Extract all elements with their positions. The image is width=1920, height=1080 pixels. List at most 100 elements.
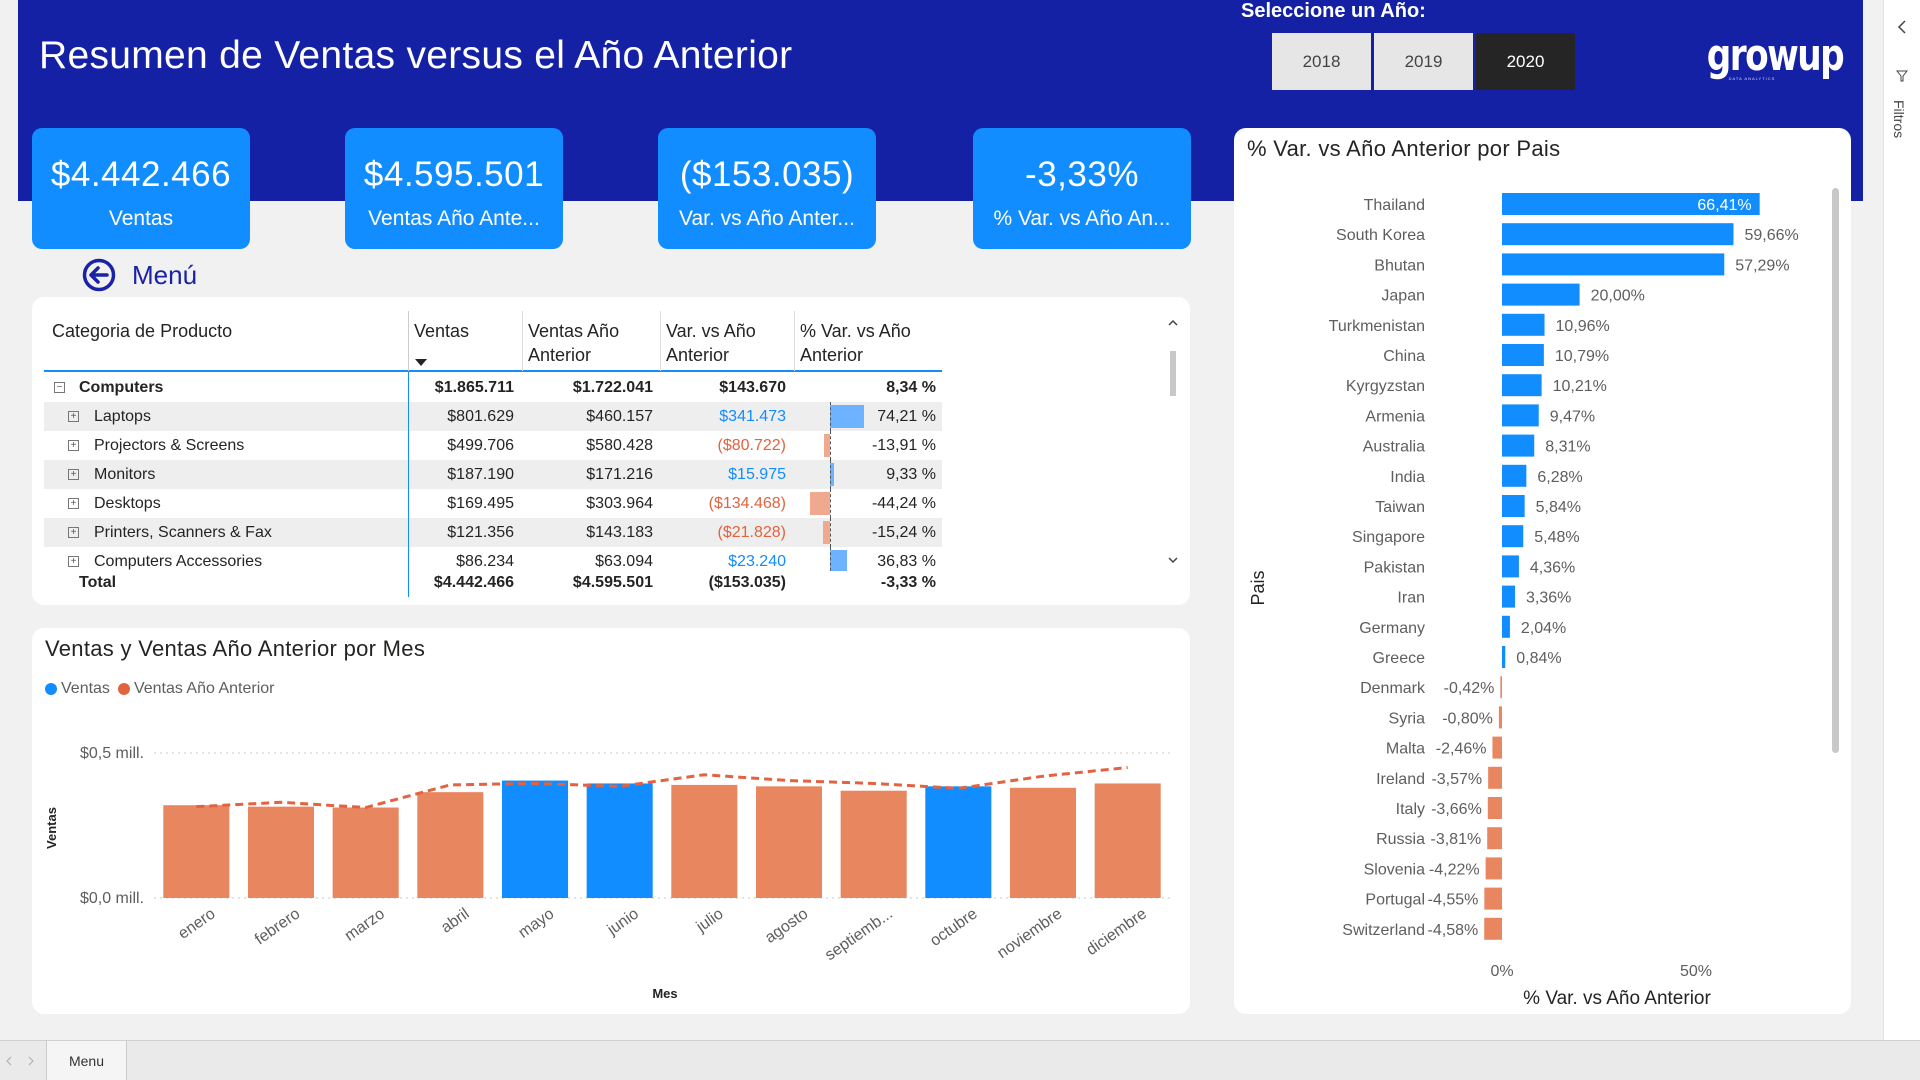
collapse-icon[interactable]: − bbox=[54, 382, 65, 393]
cell-ventas: $1.865.711 bbox=[434, 379, 514, 396]
year-button-2019[interactable]: 2019 bbox=[1374, 33, 1473, 90]
bar-value-label: 6,28% bbox=[1537, 469, 1582, 486]
country-label: Australia bbox=[1363, 439, 1425, 456]
expand-icon[interactable]: + bbox=[68, 411, 79, 422]
country-bar bbox=[1502, 646, 1506, 668]
matrix-row[interactable]: + Computers Accessories $86.234 $63.094 $23.… bbox=[44, 547, 942, 576]
kpi-value: $4.442.466 bbox=[50, 155, 232, 194]
y-tick-label: $0,5 mill. bbox=[80, 745, 144, 762]
scrollbar-graphic[interactable] bbox=[1166, 315, 1180, 571]
x-tick-label: septiemb... bbox=[822, 905, 896, 964]
country-bar bbox=[1502, 223, 1734, 246]
cell-ventas: $187.190 bbox=[447, 466, 514, 483]
country-label: Bhutan bbox=[1374, 257, 1425, 274]
x-tick-label: 0% bbox=[1490, 963, 1513, 980]
year-button-2018[interactable]: 2018 bbox=[1272, 33, 1371, 90]
country-bar bbox=[1502, 344, 1544, 366]
bar-ventas bbox=[671, 784, 738, 898]
sort-descending-icon[interactable] bbox=[415, 359, 427, 367]
cell-anterior: $303.964 bbox=[586, 495, 653, 512]
bar-ventas bbox=[163, 805, 230, 898]
cell-var: ($134.468) bbox=[708, 495, 786, 512]
pct-data-bar bbox=[809, 492, 830, 515]
menu-link-label: Menú bbox=[132, 259, 198, 290]
bar-value-label: -3,81% bbox=[1431, 831, 1482, 848]
back-arrow-circle-icon bbox=[82, 258, 116, 292]
country-bar bbox=[1502, 585, 1516, 608]
pct-data-bar bbox=[830, 550, 847, 573]
pct-data-bar bbox=[822, 521, 830, 544]
country-bar-chart[interactable]: Pais Thailand 66,41% South Korea 59,66% Bhuta… bbox=[1234, 168, 1834, 1014]
bar-ventas bbox=[925, 786, 992, 898]
country-label: South Korea bbox=[1336, 227, 1425, 244]
year-button-2020[interactable]: 2020 bbox=[1476, 33, 1575, 90]
bar-value-label: 5,84% bbox=[1536, 499, 1581, 516]
filters-label[interactable]: Filtros bbox=[1891, 100, 1907, 139]
menu-nav-link[interactable]: Menú bbox=[82, 258, 197, 292]
matrix-group-row[interactable]: − Computers $1.865.711 $1.722.041 $143.6… bbox=[44, 373, 942, 402]
legend-label: Ventas Año Anterior bbox=[133, 680, 275, 697]
country-label: China bbox=[1383, 348, 1425, 365]
expand-icon[interactable]: + bbox=[68, 498, 79, 509]
country-label: Switzerland bbox=[1342, 922, 1425, 939]
expand-icon[interactable]: + bbox=[68, 440, 79, 451]
matrix-row[interactable]: + Desktops $169.495 $303.964 ($134.468) -44,2… bbox=[44, 489, 942, 518]
bar-value-label: 5,48% bbox=[1534, 529, 1579, 546]
cell-var: $341.473 bbox=[719, 408, 786, 425]
kpi-card-ventas: $4.442.466 Ventas bbox=[32, 128, 250, 249]
matrix-row[interactable]: + Laptops $801.629 $460.157 $341.473 74,21 % bbox=[44, 402, 942, 431]
country-label: Russia bbox=[1376, 831, 1425, 848]
matrix-viewport: Categoria de Producto Ventas Ventas Año … bbox=[44, 307, 974, 597]
matrix-row[interactable]: + Projectors & Screens $499.706 $580.428 ($8… bbox=[44, 431, 942, 460]
scroll-thumb[interactable] bbox=[1832, 188, 1839, 753]
kpi-card-porcentaje-variacion: -3,33% % Var. vs Año An... bbox=[973, 128, 1191, 249]
matrix-header-ventas-anterior[interactable]: Ventas Año Anterior bbox=[528, 321, 620, 365]
pct-bar-axis bbox=[830, 402, 831, 431]
cell-anterior: $171.216 bbox=[586, 466, 653, 483]
legend-item-ventas[interactable]: Ventas bbox=[45, 680, 110, 698]
country-label: India bbox=[1390, 469, 1425, 486]
header-sep bbox=[660, 311, 661, 371]
filters-pane-collapsed[interactable] bbox=[1883, 0, 1920, 1040]
x-tick-label: enero bbox=[175, 905, 218, 942]
expand-icon[interactable]: + bbox=[68, 469, 79, 480]
matrix-header-variacion[interactable]: Var. vs Año Anterior bbox=[666, 321, 756, 365]
expand-icon[interactable]: + bbox=[68, 556, 79, 567]
chart-legend[interactable]: Ventas Ventas Año Anterior bbox=[45, 680, 282, 698]
year-selector-label: Seleccione un Año: bbox=[1241, 0, 1426, 22]
matrix-header-category[interactable]: Categoria de Producto bbox=[52, 321, 233, 341]
matrix-row[interactable]: + Monitors $187.190 $171.216 $15.975 9,33 % bbox=[44, 460, 942, 489]
country-bar bbox=[1492, 736, 1502, 759]
scroll-up-icon bbox=[1168, 319, 1178, 326]
matrix-header-porcentaje[interactable]: % Var. vs Año Anterior bbox=[800, 321, 911, 365]
bar-value-label: 59,66% bbox=[1744, 227, 1798, 244]
kpi-value: $4.595.501 bbox=[363, 155, 545, 194]
matrix-scrollbar[interactable] bbox=[1166, 315, 1180, 571]
x-tick-label: diciembre bbox=[1083, 905, 1150, 959]
cell-var: ($80.722) bbox=[717, 437, 787, 454]
filter-icon bbox=[1896, 70, 1908, 82]
cell-pct: -15,24 % bbox=[871, 524, 936, 541]
country-label: Thailand bbox=[1364, 197, 1425, 214]
expand-icon[interactable]: + bbox=[68, 527, 79, 538]
country-label: Turkmenistan bbox=[1329, 318, 1425, 335]
country-chart-scrollbar[interactable] bbox=[1830, 180, 1840, 950]
page-nav-arrows-icon[interactable] bbox=[6, 1056, 36, 1066]
x-tick-label: noviembre bbox=[994, 905, 1065, 962]
kpi-label: % Var. vs Año An... bbox=[993, 207, 1171, 230]
bar-value-label: -0,42% bbox=[1444, 680, 1495, 697]
cell-anterior: $460.157 bbox=[586, 408, 653, 425]
pct-bar-axis bbox=[830, 518, 831, 547]
matrix-row[interactable]: + Printers, Scanners & Fax $121.356 $143.18… bbox=[44, 518, 942, 547]
monthly-combo-chart[interactable]: $0,5 mill. $0,0 mill. Ventas Mes enero febrer… bbox=[32, 698, 1190, 1008]
legend-item-anterior[interactable]: Ventas Año Anterior bbox=[117, 680, 275, 698]
cell-anterior: $143.183 bbox=[586, 524, 653, 541]
chevron-left-icon[interactable] bbox=[1896, 20, 1908, 34]
cell-pct: -13,91 % bbox=[871, 437, 936, 454]
cell-var: ($153.035) bbox=[708, 574, 786, 591]
country-label: Armenia bbox=[1365, 408, 1425, 425]
country-label: Greece bbox=[1373, 650, 1426, 667]
page-tab-menu[interactable]: Menu bbox=[46, 1041, 127, 1080]
matrix-header-ventas[interactable]: Ventas bbox=[414, 321, 470, 341]
x-tick-label: marzo bbox=[342, 905, 388, 944]
